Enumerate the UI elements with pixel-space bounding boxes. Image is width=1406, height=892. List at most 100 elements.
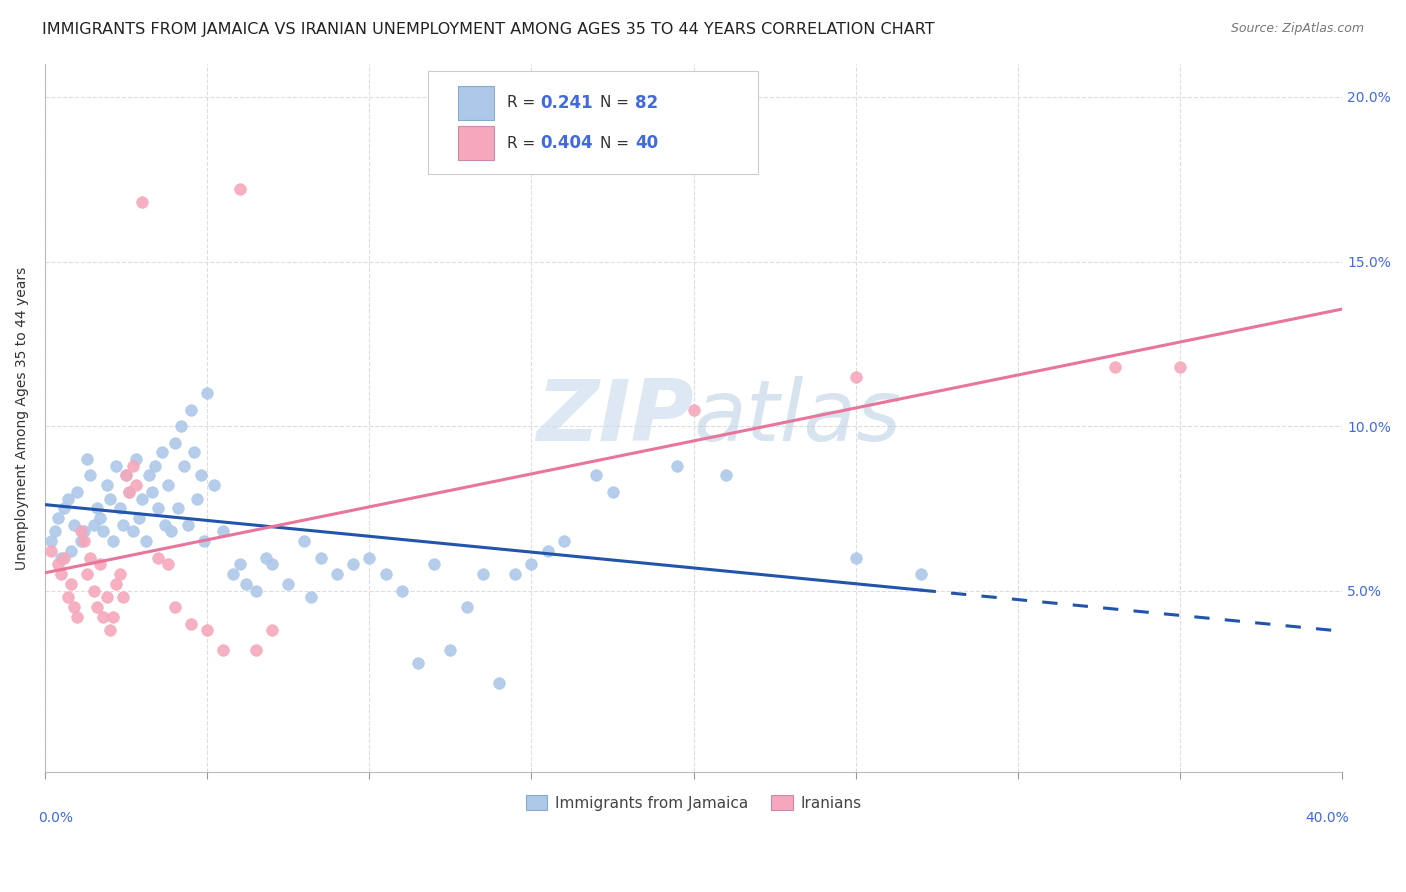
Point	[374, 567, 396, 582]
Point	[845, 369, 868, 384]
Point	[105, 577, 128, 591]
Point	[1104, 359, 1126, 374]
FancyBboxPatch shape	[427, 71, 758, 174]
Point	[53, 501, 76, 516]
Point	[89, 511, 111, 525]
Point	[76, 567, 98, 582]
Point	[423, 558, 446, 572]
Point	[131, 195, 153, 210]
Point	[195, 623, 218, 637]
Point	[63, 600, 86, 615]
Text: R =: R =	[506, 136, 540, 151]
Point	[163, 435, 186, 450]
Point	[503, 567, 526, 582]
Point	[44, 524, 66, 539]
Point	[456, 600, 478, 615]
Legend: Immigrants from Jamaica, Iranians: Immigrants from Jamaica, Iranians	[520, 789, 868, 817]
Point	[141, 484, 163, 499]
Point	[157, 558, 180, 572]
Point	[299, 591, 322, 605]
Point	[96, 591, 118, 605]
Point	[125, 478, 148, 492]
Point	[115, 468, 138, 483]
Text: N =: N =	[600, 95, 634, 111]
Point	[56, 591, 79, 605]
Point	[585, 468, 607, 483]
Point	[471, 567, 494, 582]
Point	[342, 558, 364, 572]
Point	[98, 623, 121, 637]
Point	[51, 567, 73, 582]
Point	[79, 468, 101, 483]
Point	[83, 517, 105, 532]
Point	[83, 583, 105, 598]
Point	[167, 501, 190, 516]
Point	[138, 468, 160, 483]
Point	[1168, 359, 1191, 374]
Point	[666, 458, 689, 473]
Point	[359, 550, 381, 565]
Point	[439, 643, 461, 657]
Text: Source: ZipAtlas.com: Source: ZipAtlas.com	[1230, 22, 1364, 36]
Point	[180, 402, 202, 417]
Point	[488, 676, 510, 690]
Point	[96, 478, 118, 492]
Point	[260, 558, 283, 572]
Point	[115, 468, 138, 483]
Point	[406, 656, 429, 670]
Point	[163, 600, 186, 615]
Point	[202, 478, 225, 492]
Point	[101, 534, 124, 549]
Point	[150, 445, 173, 459]
Text: R =: R =	[506, 95, 540, 111]
Point	[46, 558, 69, 572]
Point	[845, 550, 868, 565]
Point	[682, 402, 704, 417]
Point	[93, 610, 115, 624]
Point	[326, 567, 349, 582]
Point	[180, 616, 202, 631]
Point	[46, 511, 69, 525]
Text: 40.0%: 40.0%	[1305, 811, 1348, 824]
Point	[157, 478, 180, 492]
Point	[41, 534, 63, 549]
Point	[228, 558, 250, 572]
Point	[212, 643, 235, 657]
Text: 0.404: 0.404	[540, 135, 593, 153]
Point	[193, 534, 215, 549]
Point	[108, 501, 131, 516]
Point	[148, 550, 170, 565]
Point	[73, 524, 96, 539]
Point	[714, 468, 737, 483]
Point	[176, 517, 198, 532]
Point	[79, 550, 101, 565]
Y-axis label: Unemployment Among Ages 35 to 44 years: Unemployment Among Ages 35 to 44 years	[15, 266, 30, 569]
Point	[66, 484, 89, 499]
Point	[134, 534, 156, 549]
Point	[73, 534, 96, 549]
FancyBboxPatch shape	[457, 127, 494, 161]
Point	[277, 577, 299, 591]
Text: IMMIGRANTS FROM JAMAICA VS IRANIAN UNEMPLOYMENT AMONG AGES 35 TO 44 YEARS CORREL: IMMIGRANTS FROM JAMAICA VS IRANIAN UNEMP…	[42, 22, 935, 37]
Point	[108, 567, 131, 582]
Point	[118, 484, 141, 499]
Point	[93, 524, 115, 539]
Point	[294, 534, 316, 549]
Point	[228, 182, 250, 196]
Text: 0.0%: 0.0%	[38, 811, 73, 824]
Point	[190, 468, 212, 483]
Point	[195, 386, 218, 401]
Point	[148, 501, 170, 516]
Text: atlas: atlas	[693, 376, 901, 459]
Point	[53, 550, 76, 565]
Point	[910, 567, 932, 582]
Point	[66, 610, 89, 624]
Point	[69, 524, 91, 539]
Text: 82: 82	[636, 94, 658, 112]
Point	[553, 534, 575, 549]
Point	[170, 419, 193, 434]
Point	[86, 600, 108, 615]
Point	[245, 643, 267, 657]
Point	[76, 452, 98, 467]
Point	[537, 544, 560, 558]
